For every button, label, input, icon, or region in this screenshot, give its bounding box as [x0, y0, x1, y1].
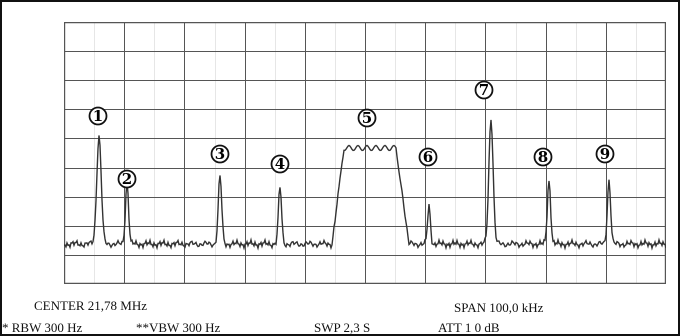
spectrum-display: 1 2 3 4 5 6 7 8 9 [64, 22, 666, 284]
marker-circle [418, 147, 438, 167]
marker-8: 8 [533, 147, 553, 167]
marker-number: 5 [362, 109, 372, 127]
marker-2: 2 [117, 169, 137, 189]
marker-number: 9 [600, 145, 610, 163]
marker-9: 9 [595, 144, 615, 164]
center-frequency-readout: CENTER 21,78 MHz [34, 298, 148, 313]
marker-number: 8 [538, 148, 548, 166]
marker-circle [270, 154, 290, 174]
marker-number: 7 [479, 81, 489, 99]
marker-labels: 1 2 3 4 5 6 7 8 9 [88, 80, 615, 189]
attenuation-readout: ATT 1 0 dB [438, 320, 500, 335]
marker-circle [210, 144, 230, 164]
marker-7: 7 [474, 80, 494, 100]
marker-number: 4 [275, 155, 285, 173]
marker-5: 5 [357, 108, 377, 128]
marker-4: 4 [270, 154, 290, 174]
marker-circle [595, 144, 615, 164]
marker-6: 6 [418, 147, 438, 167]
marker-circle [117, 169, 137, 189]
marker-circle [533, 147, 553, 167]
marker-circle [88, 106, 108, 126]
marker-number: 1 [93, 107, 103, 125]
spectrum-plot: 1 2 3 4 5 6 7 8 9 [64, 22, 666, 284]
marker-circle [357, 108, 377, 128]
vbw-readout: **VBW 300 Hz [136, 320, 221, 335]
rbw-readout: * RBW 300 Hz [2, 320, 83, 335]
spectrum-trace [64, 119, 666, 251]
marker-3: 3 [210, 144, 230, 164]
marker-number: 6 [423, 148, 433, 166]
sweep-readout: SWP 2,3 S [314, 320, 371, 335]
marker-number: 2 [122, 170, 132, 188]
marker-circle [474, 80, 494, 100]
marker-number: 3 [215, 145, 225, 163]
marker-1: 1 [88, 106, 108, 126]
span-readout: SPAN 100,0 kHz [454, 300, 544, 315]
